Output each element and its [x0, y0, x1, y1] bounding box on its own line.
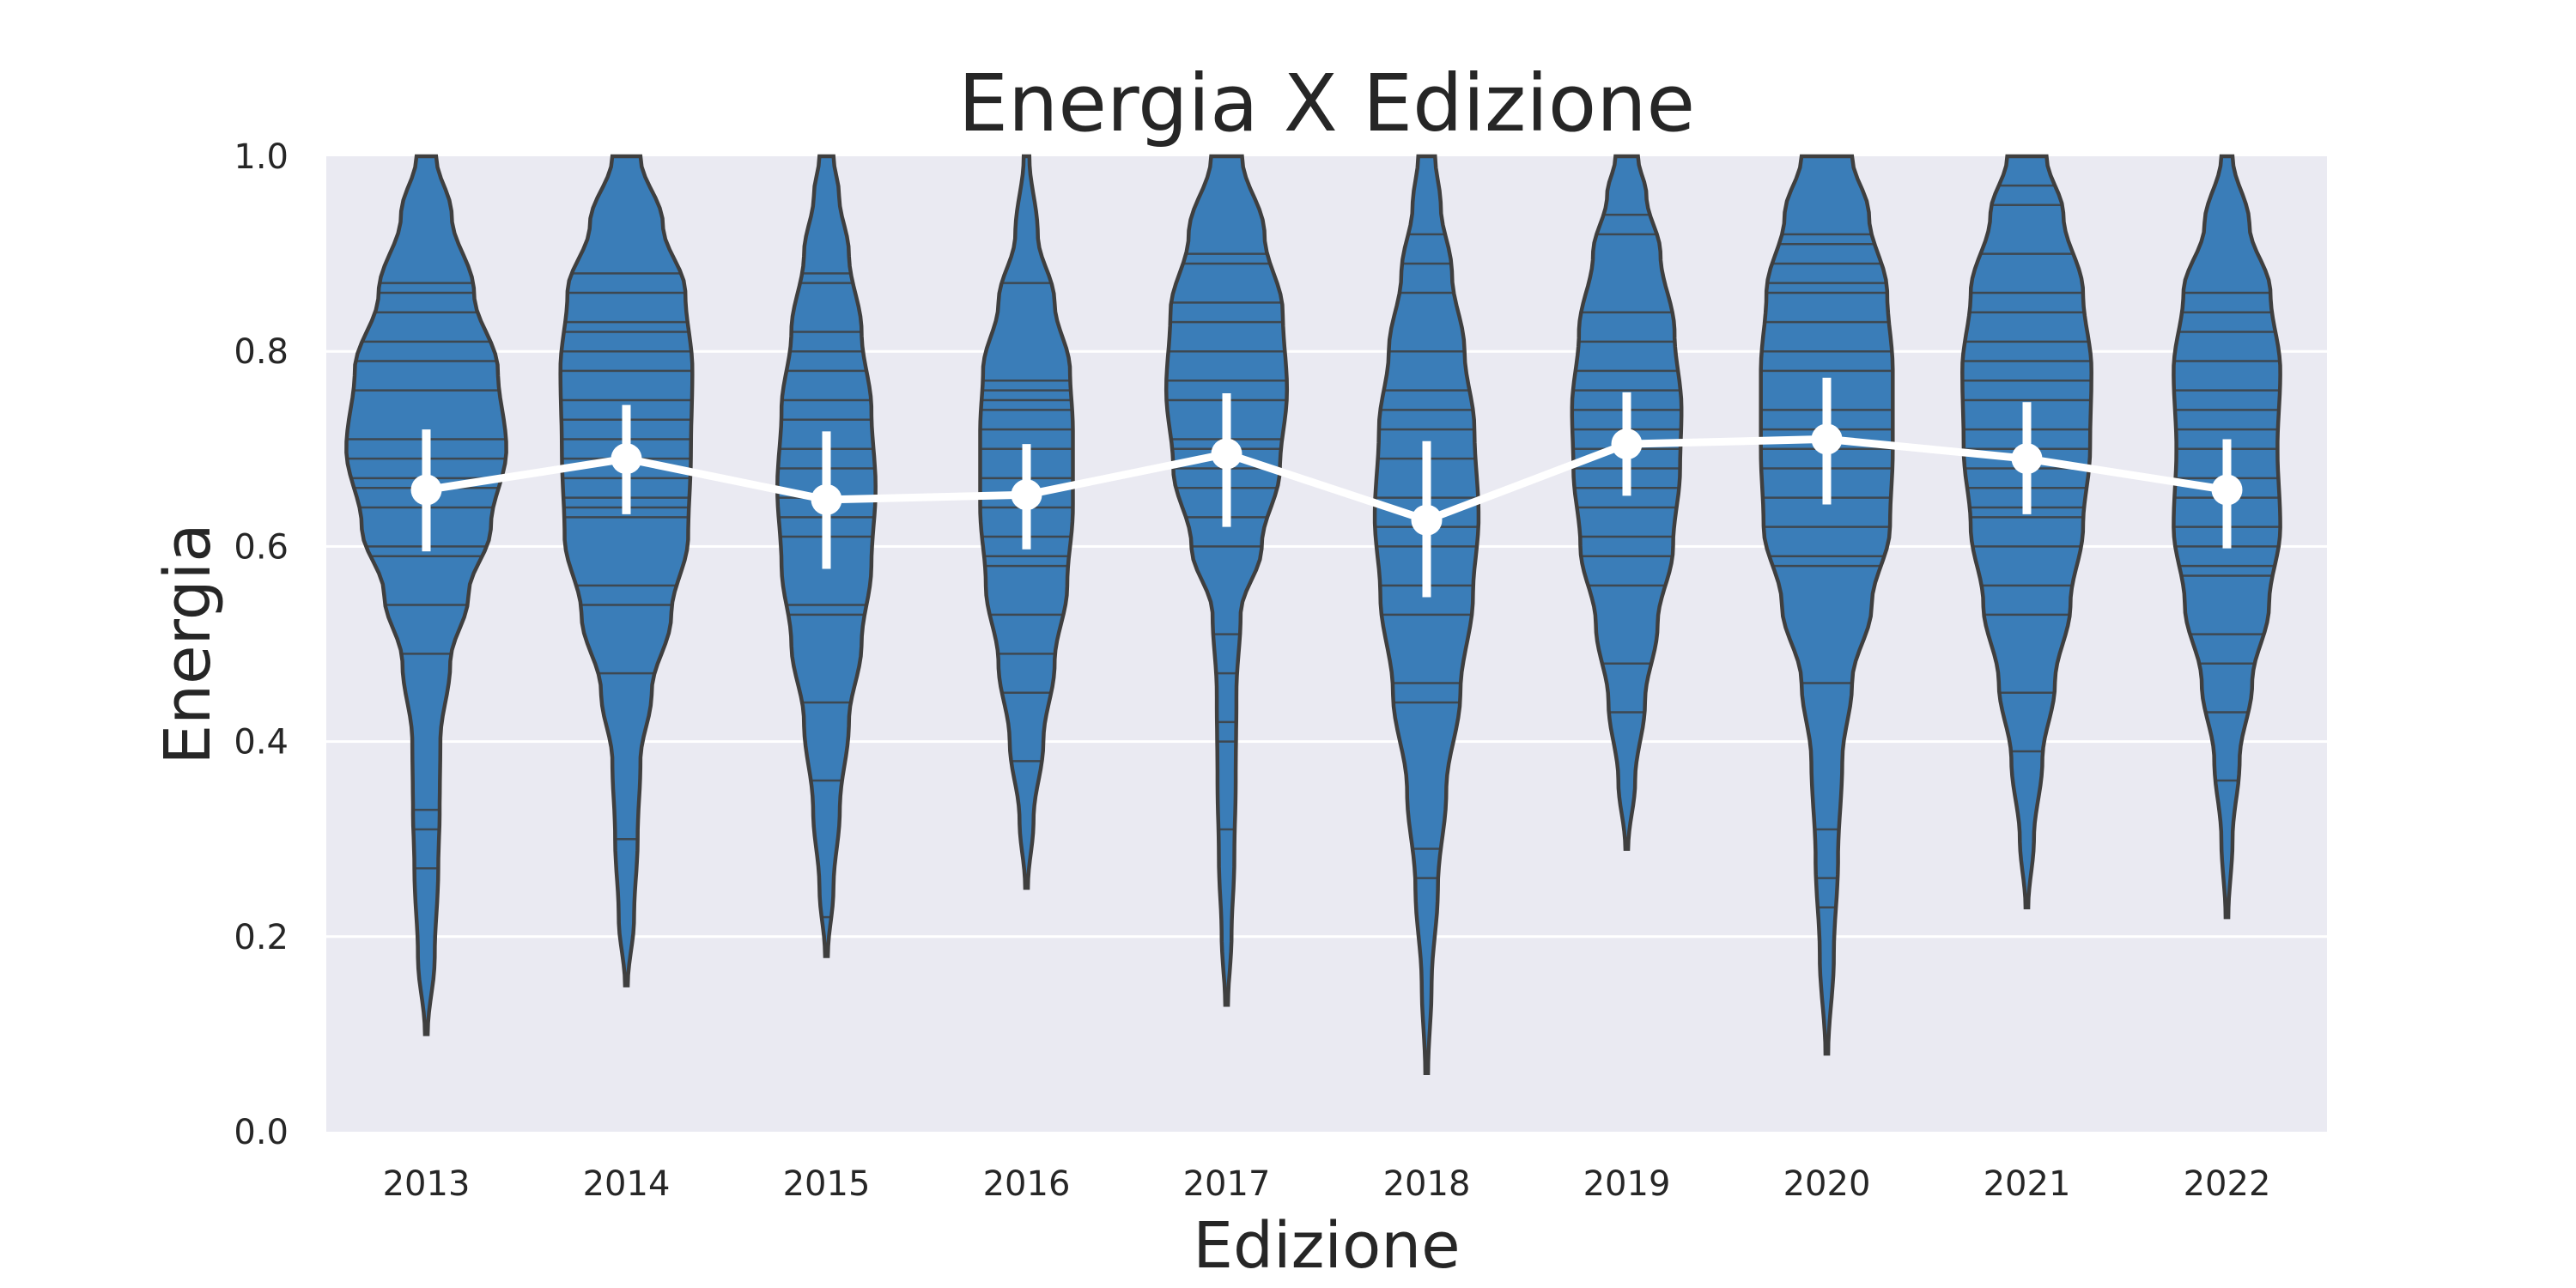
violin-sticks-2014 — [560, 272, 693, 841]
y-axis-label: Energia — [151, 523, 225, 764]
mean-point-2022 — [2211, 474, 2243, 506]
x-axis-ticks: 2013 2014 2015 2016 2017 2018 2019 2020 2021 2022 — [383, 1164, 2271, 1204]
x-tick-label-2014: 2014 — [583, 1164, 671, 1204]
violins — [344, 154, 2282, 1076]
violin-2014 — [558, 154, 695, 987]
mean-point-2018 — [1411, 504, 1443, 536]
y-tick-label-2: 0.4 — [234, 723, 289, 762]
x-tick-label-2021: 2021 — [1984, 1164, 2071, 1204]
x-tick-label-2015: 2015 — [783, 1164, 871, 1204]
violin-2020 — [1759, 154, 1895, 1056]
violin-sticks-2015 — [777, 272, 876, 919]
violin-body-2021 — [1960, 154, 2093, 909]
x-tick-label-2020: 2020 — [1783, 1164, 1871, 1204]
mean-point-2019 — [1611, 428, 1643, 460]
y-tick-label-5: 1.0 — [234, 137, 289, 177]
x-tick-label-2019: 2019 — [1583, 1164, 1671, 1204]
violin-body-2013 — [344, 154, 508, 1036]
x-tick-label-2013: 2013 — [383, 1164, 471, 1204]
x-tick-label-2017: 2017 — [1183, 1164, 1271, 1204]
y-tick-label-0: 0.0 — [234, 1113, 289, 1152]
x-tick-label-2016: 2016 — [983, 1164, 1071, 1204]
violin-2021 — [1960, 154, 2093, 909]
mean-point-2015 — [811, 483, 842, 515]
violin-body-2014 — [558, 154, 695, 987]
violin-2013 — [344, 154, 508, 1036]
y-axis-ticks: 0.0 0.2 0.4 0.6 0.8 1.0 — [234, 137, 289, 1152]
mean-point-2020 — [1811, 423, 1843, 455]
violin-body-2020 — [1759, 154, 1895, 1056]
mean-markers — [410, 377, 2243, 598]
mean-point-2021 — [2011, 443, 2043, 475]
mean-point-2017 — [1211, 438, 1242, 470]
mean-point-2013 — [410, 474, 442, 506]
y-tick-label-1: 0.2 — [234, 918, 289, 957]
x-tick-label-2018: 2018 — [1383, 1164, 1471, 1204]
chart-title: Energia X Edizione — [958, 58, 1695, 149]
mean-line — [425, 434, 2228, 525]
y-tick-label-3: 0.6 — [234, 527, 289, 567]
mean-point-2014 — [611, 443, 642, 475]
violin-body-2019 — [1570, 154, 1684, 851]
y-tick-label-4: 0.8 — [234, 332, 289, 372]
violin-2018 — [1372, 154, 1481, 1076]
x-tick-label-2022: 2022 — [2184, 1164, 2271, 1204]
x-axis-label: Edizione — [1193, 1209, 1460, 1283]
violin-body-2017 — [1163, 154, 1290, 1007]
mean-point-2016 — [1011, 479, 1042, 511]
